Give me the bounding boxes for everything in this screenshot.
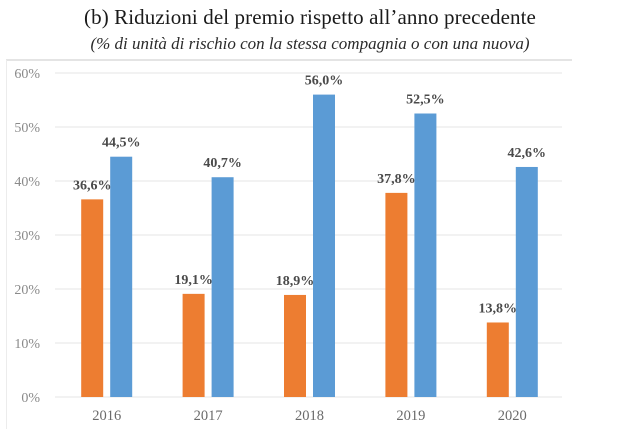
y-axis: 0% 10% 20% 30% 40% 50% 60% xyxy=(14,67,40,406)
data-label: 56,0% xyxy=(305,74,344,89)
bar-2016-blue xyxy=(110,156,133,397)
data-label: 52,5% xyxy=(406,93,445,108)
chart-title: (b) Riduzioni del premio rispetto all’an… xyxy=(84,5,536,29)
data-label: 40,7% xyxy=(203,156,242,171)
data-label: 13,8% xyxy=(479,301,518,316)
data-label: 44,5% xyxy=(102,136,141,151)
data-label: 19,1% xyxy=(174,273,213,288)
x-axis: 2016 2017 2018 2019 2020 xyxy=(92,408,527,424)
bar-2017-blue xyxy=(211,177,234,397)
data-label: 36,6% xyxy=(73,178,112,193)
y-tick-label: 10% xyxy=(14,337,40,352)
x-tick-label: 2016 xyxy=(92,408,121,424)
y-tick-label: 40% xyxy=(14,175,40,190)
data-label: 37,8% xyxy=(377,172,416,187)
x-tick-label: 2018 xyxy=(295,408,324,424)
x-tick-label: 2020 xyxy=(498,408,527,424)
x-tick-label: 2019 xyxy=(396,408,425,424)
bar-2020-blue xyxy=(515,166,538,397)
bar-2020-orange xyxy=(486,322,509,397)
bars xyxy=(81,94,538,397)
bar-2019-blue xyxy=(414,113,437,397)
y-tick-label: 50% xyxy=(14,121,40,136)
data-label: 42,6% xyxy=(508,146,547,161)
bar-2016-orange xyxy=(81,199,104,397)
data-labels: 36,6% 44,5% 19,1% 40,7% 18,9% 56,0% 37,8% 52,5%… xyxy=(73,74,546,317)
gridlines xyxy=(55,72,562,398)
y-tick-label: 60% xyxy=(14,67,40,82)
bar-2018-orange xyxy=(284,294,306,397)
chart-frame-top xyxy=(6,59,572,61)
bar-2019-orange xyxy=(385,192,408,397)
bar-2017-orange xyxy=(182,293,205,397)
chart-frame-left xyxy=(6,60,7,429)
y-tick-label: 20% xyxy=(14,283,40,298)
data-label: 18,9% xyxy=(276,274,315,289)
x-tick-label: 2017 xyxy=(194,408,223,424)
chart-subtitle: (% di unità di rischio con la stessa com… xyxy=(90,34,530,53)
bar-2018-blue xyxy=(313,94,335,397)
y-tick-label: 0% xyxy=(21,391,40,406)
y-tick-label: 30% xyxy=(14,229,40,244)
